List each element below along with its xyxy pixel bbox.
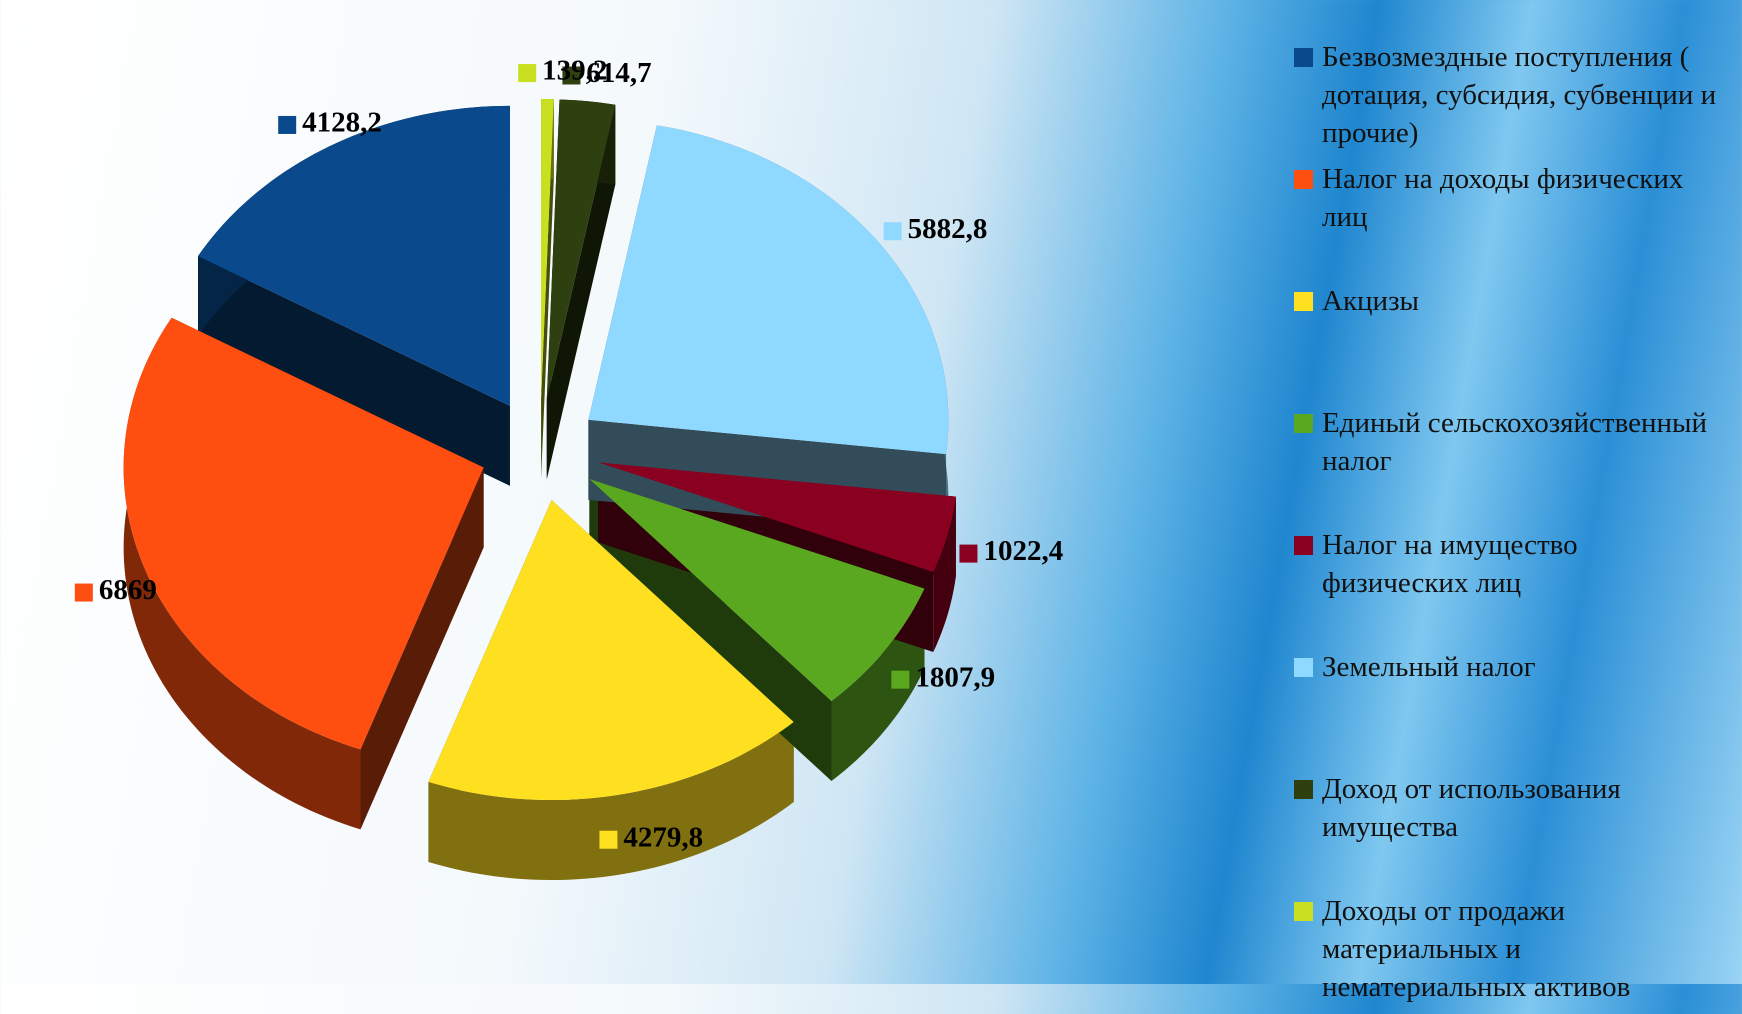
slice (123, 317, 484, 750)
legend-swatch (1294, 902, 1313, 921)
legend-label: Налог на имущество физических лиц (1322, 529, 1578, 599)
legend-label: Налог на доходы физических лиц (1322, 163, 1684, 233)
legend-swatch (1294, 414, 1313, 433)
label-swatch (278, 115, 297, 134)
data-label: 139,2 (542, 55, 607, 87)
slice (198, 105, 510, 406)
legend-item: Налог на доходы физических лиц (1290, 160, 1730, 282)
slice-side (933, 496, 956, 652)
legend-item: Единый сельскохозяйственный налог (1290, 404, 1730, 526)
legend-swatch (1294, 658, 1313, 677)
slice (541, 99, 554, 400)
slice (546, 99, 616, 400)
slice (588, 125, 949, 455)
legend-label: Доход от использования имущества (1322, 773, 1621, 843)
slice-wall (541, 99, 554, 480)
slice (598, 462, 956, 572)
legend-label: Акцизы (1322, 285, 1420, 317)
legend-swatch (1294, 170, 1313, 189)
legend-swatch (1294, 536, 1313, 555)
legend-item: Безвозмездные поступления ( дотация, суб… (1290, 38, 1730, 160)
legend-item: Доход от использования имущества (1290, 770, 1730, 892)
label-swatch (518, 64, 537, 83)
legend-swatch (1294, 48, 1313, 67)
legend: Безвозмездные поступления ( дотация, суб… (1290, 38, 1730, 1014)
legend-item: Налог на имущество физических лиц (1290, 526, 1730, 648)
slice (428, 500, 794, 801)
slice-side (123, 317, 361, 830)
slice-wall (360, 467, 484, 830)
label-swatch (883, 222, 902, 241)
legend-item: Доходы от продажи материальных и нематер… (1290, 892, 1730, 1014)
legend-label: Единый сельскохозяйственный налог (1322, 407, 1708, 477)
label-swatch (959, 544, 978, 563)
data-label: 1022,4 (983, 535, 1063, 567)
slice-wall (198, 256, 510, 486)
label-swatch (74, 583, 93, 602)
data-label: 6869 (99, 574, 157, 606)
legend-item: Земельный налог (1290, 648, 1730, 770)
slice-tops (123, 99, 956, 801)
data-label: 4128,2 (302, 107, 382, 139)
data-label: 5882,8 (908, 213, 988, 245)
legend-label: Доходы от продажи материальных и нематер… (1322, 895, 1631, 1003)
slice (589, 478, 925, 701)
chart: 4128,2 6869 4279,8 1807,9 1022,4 5882,8 614,71… (74, 55, 1063, 881)
data-label: 4279,8 (623, 821, 703, 853)
legend-label: Безвозмездные поступления ( дотация, суб… (1322, 41, 1717, 149)
legend-swatch (1294, 780, 1313, 799)
data-label: 614,7 (586, 57, 651, 89)
label-swatch (599, 830, 618, 849)
legend-label: Земельный налог (1322, 651, 1536, 683)
legend-item: Акцизы (1290, 282, 1730, 404)
label-swatch (891, 670, 910, 689)
data-label: 1807,9 (915, 661, 995, 693)
legend-swatch (1294, 292, 1313, 311)
label-swatch (562, 66, 581, 85)
slice-side (428, 722, 794, 881)
slice-wall (546, 104, 616, 480)
